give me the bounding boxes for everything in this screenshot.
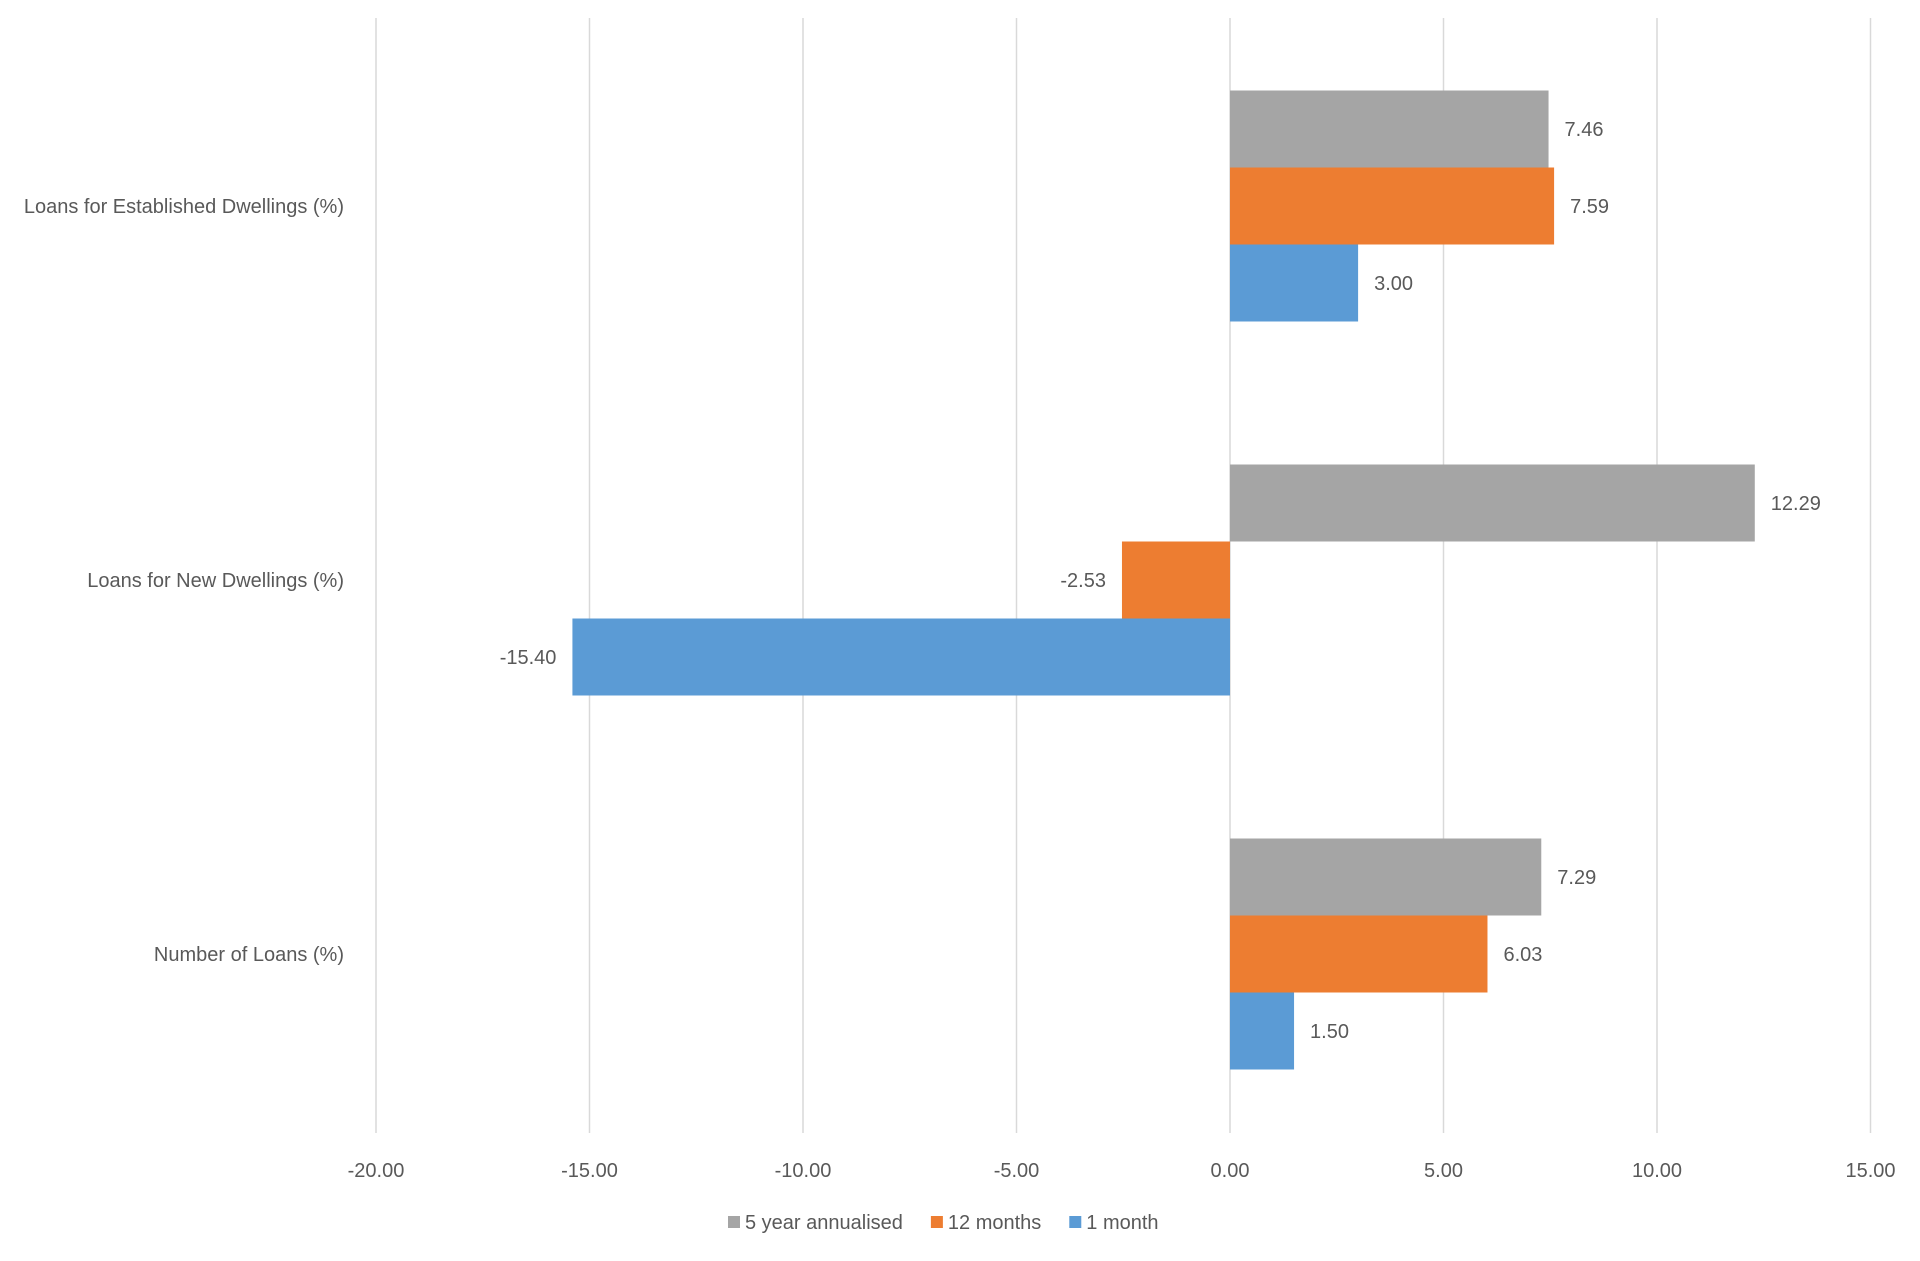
x-tick-label: 10.00 — [1632, 1160, 1682, 1182]
bar-1-month — [572, 618, 1230, 696]
category-label: Loans for Established Dwellings (%) — [24, 196, 344, 218]
x-tick-label: -15.00 — [561, 1160, 618, 1182]
legend-label: 5 year annualised — [745, 1212, 903, 1234]
bar-5-year-annualised — [1230, 90, 1549, 168]
bar-12-months — [1121, 541, 1230, 619]
bar-1-month — [1230, 244, 1359, 322]
legend-swatch — [930, 1216, 943, 1228]
data-label: 3.00 — [1374, 273, 1413, 295]
bar-12-months — [1230, 915, 1488, 993]
data-label: 12.29 — [1771, 493, 1821, 515]
x-tick-label: -5.00 — [994, 1160, 1040, 1182]
bar-12-months — [1230, 167, 1555, 245]
legend-swatch — [728, 1216, 740, 1228]
data-label: 7.46 — [1565, 119, 1604, 141]
category-label: Number of Loans (%) — [154, 944, 344, 966]
x-tick-label: 0.00 — [1211, 1160, 1250, 1182]
category-label: Loans for New Dwellings (%) — [87, 570, 344, 592]
bar-5-year-annualised — [1230, 464, 1755, 542]
x-tick-label: 5.00 — [1424, 1160, 1463, 1182]
x-tick-label: -10.00 — [775, 1160, 832, 1182]
bar-5-year-annualised — [1230, 838, 1542, 916]
data-label: -15.40 — [500, 647, 557, 669]
data-label: 1.50 — [1310, 1021, 1349, 1043]
data-label: 7.59 — [1570, 196, 1609, 218]
legend-label: 12 months — [948, 1212, 1041, 1234]
x-tick-label: 15.00 — [1845, 1160, 1895, 1182]
data-label: 6.03 — [1503, 944, 1542, 966]
bar-1-month — [1230, 992, 1295, 1070]
x-tick-label: -20.00 — [348, 1160, 405, 1182]
legend-label: 1 month — [1086, 1212, 1158, 1234]
data-label: 7.29 — [1557, 867, 1596, 889]
legend-swatch — [1069, 1216, 1082, 1228]
data-label: -2.53 — [1060, 570, 1106, 592]
